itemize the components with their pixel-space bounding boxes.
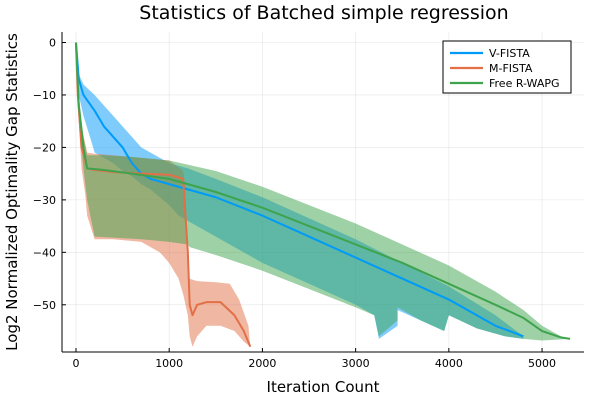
y-ticks: 0 −10 −20 −30 −40 −50 — [33, 36, 66, 312]
line-free-r-wapg — [74, 42, 571, 340]
x-tick-label: 1000 — [155, 357, 183, 370]
legend-label: M-FISTA — [489, 62, 533, 75]
x-tick-label: 3000 — [342, 357, 370, 370]
x-tick-label: 0 — [72, 357, 79, 370]
legend-box — [442, 40, 572, 94]
confidence-bands — [75, 42, 571, 347]
line-v-fista — [74, 42, 524, 338]
x-tick-label: 2000 — [248, 357, 276, 370]
x-tick-label: 4000 — [435, 357, 463, 370]
chart-title: Statistics of Batched simple regression — [139, 2, 508, 24]
x-ticks: 0 1000 2000 3000 4000 5000 — [72, 348, 556, 370]
y-tick-label: −50 — [33, 299, 56, 312]
y-tick-label: −10 — [33, 89, 56, 102]
x-axis-label: Iteration Count — [267, 378, 380, 396]
x-tick-label: 5000 — [528, 357, 556, 370]
band-free-r-wapg — [75, 42, 571, 341]
y-tick-label: −30 — [33, 194, 56, 207]
series-lines — [74, 42, 571, 348]
legend-label: Free R-WAPG — [489, 77, 560, 90]
y-tick-label: −40 — [33, 246, 56, 259]
legend: V-FISTA M-FISTA Free R-WAPG — [442, 40, 572, 94]
y-tick-label: −20 — [33, 141, 56, 154]
y-tick-label: 0 — [49, 36, 56, 49]
axes — [61, 32, 584, 353]
legend-label: V-FISTA — [489, 47, 530, 60]
y-axis-label: Log2 Normalized Optimality Gap Statistic… — [3, 33, 21, 351]
